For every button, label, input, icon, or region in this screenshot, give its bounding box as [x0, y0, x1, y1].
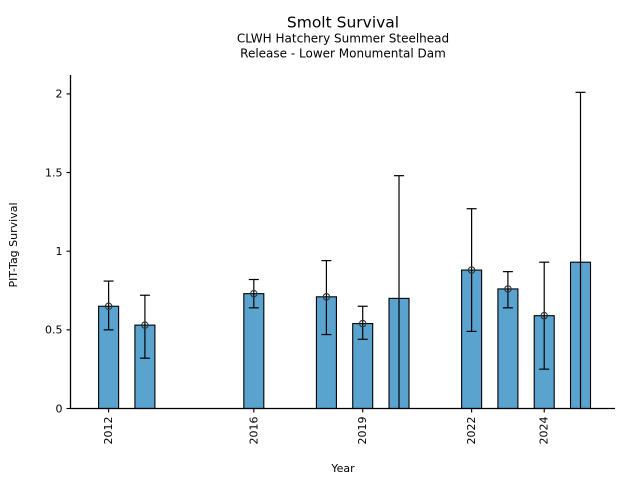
axes-group: [66, 75, 615, 413]
bar-2016: [243, 293, 265, 410]
chart-title: Smolt Survival: [287, 14, 399, 32]
y-tick-label-1: 1: [56, 245, 63, 258]
chart-subtitle-hatchery: CLWH Hatchery Summer Steelhead: [237, 32, 449, 46]
y-tick-labels: 0 0.5 1 1.5 2: [45, 88, 63, 416]
point-marker-2023: [504, 285, 512, 293]
x-tick-labels: 2012 2016 2019 2022 2024: [102, 417, 551, 445]
error-bars-group: [103, 91, 586, 409]
bars-group: [98, 261, 592, 410]
point-marker-2019: [358, 319, 367, 328]
y-tick-label-1.5: 1.5: [45, 166, 63, 179]
y-tick-label-2: 2: [56, 88, 63, 101]
point-marker-2024: [540, 311, 548, 320]
x-tick-label-2016: 2016: [247, 417, 260, 445]
point-marker-2018: [322, 293, 331, 301]
markers-group: [104, 266, 548, 329]
chart-subtitle-release: Release - Lower Monumental Dam: [240, 47, 446, 61]
point-marker-2016: [250, 289, 258, 298]
x-axis-label: Year: [330, 462, 355, 475]
x-tick-label-2022: 2022: [465, 417, 478, 445]
point-marker-2012: [104, 302, 113, 310]
point-marker-2022: [467, 266, 476, 274]
x-tick-label-2024: 2024: [538, 417, 551, 445]
x-tick-label-2019: 2019: [356, 417, 369, 445]
point-marker-2013: [141, 321, 149, 329]
x-tick-label-2012: 2012: [102, 417, 115, 445]
y-tick-label-0: 0: [56, 402, 63, 415]
y-axis-label: PIT-Tag Survival: [7, 202, 20, 287]
y-tick-label-0.5: 0.5: [45, 324, 63, 337]
